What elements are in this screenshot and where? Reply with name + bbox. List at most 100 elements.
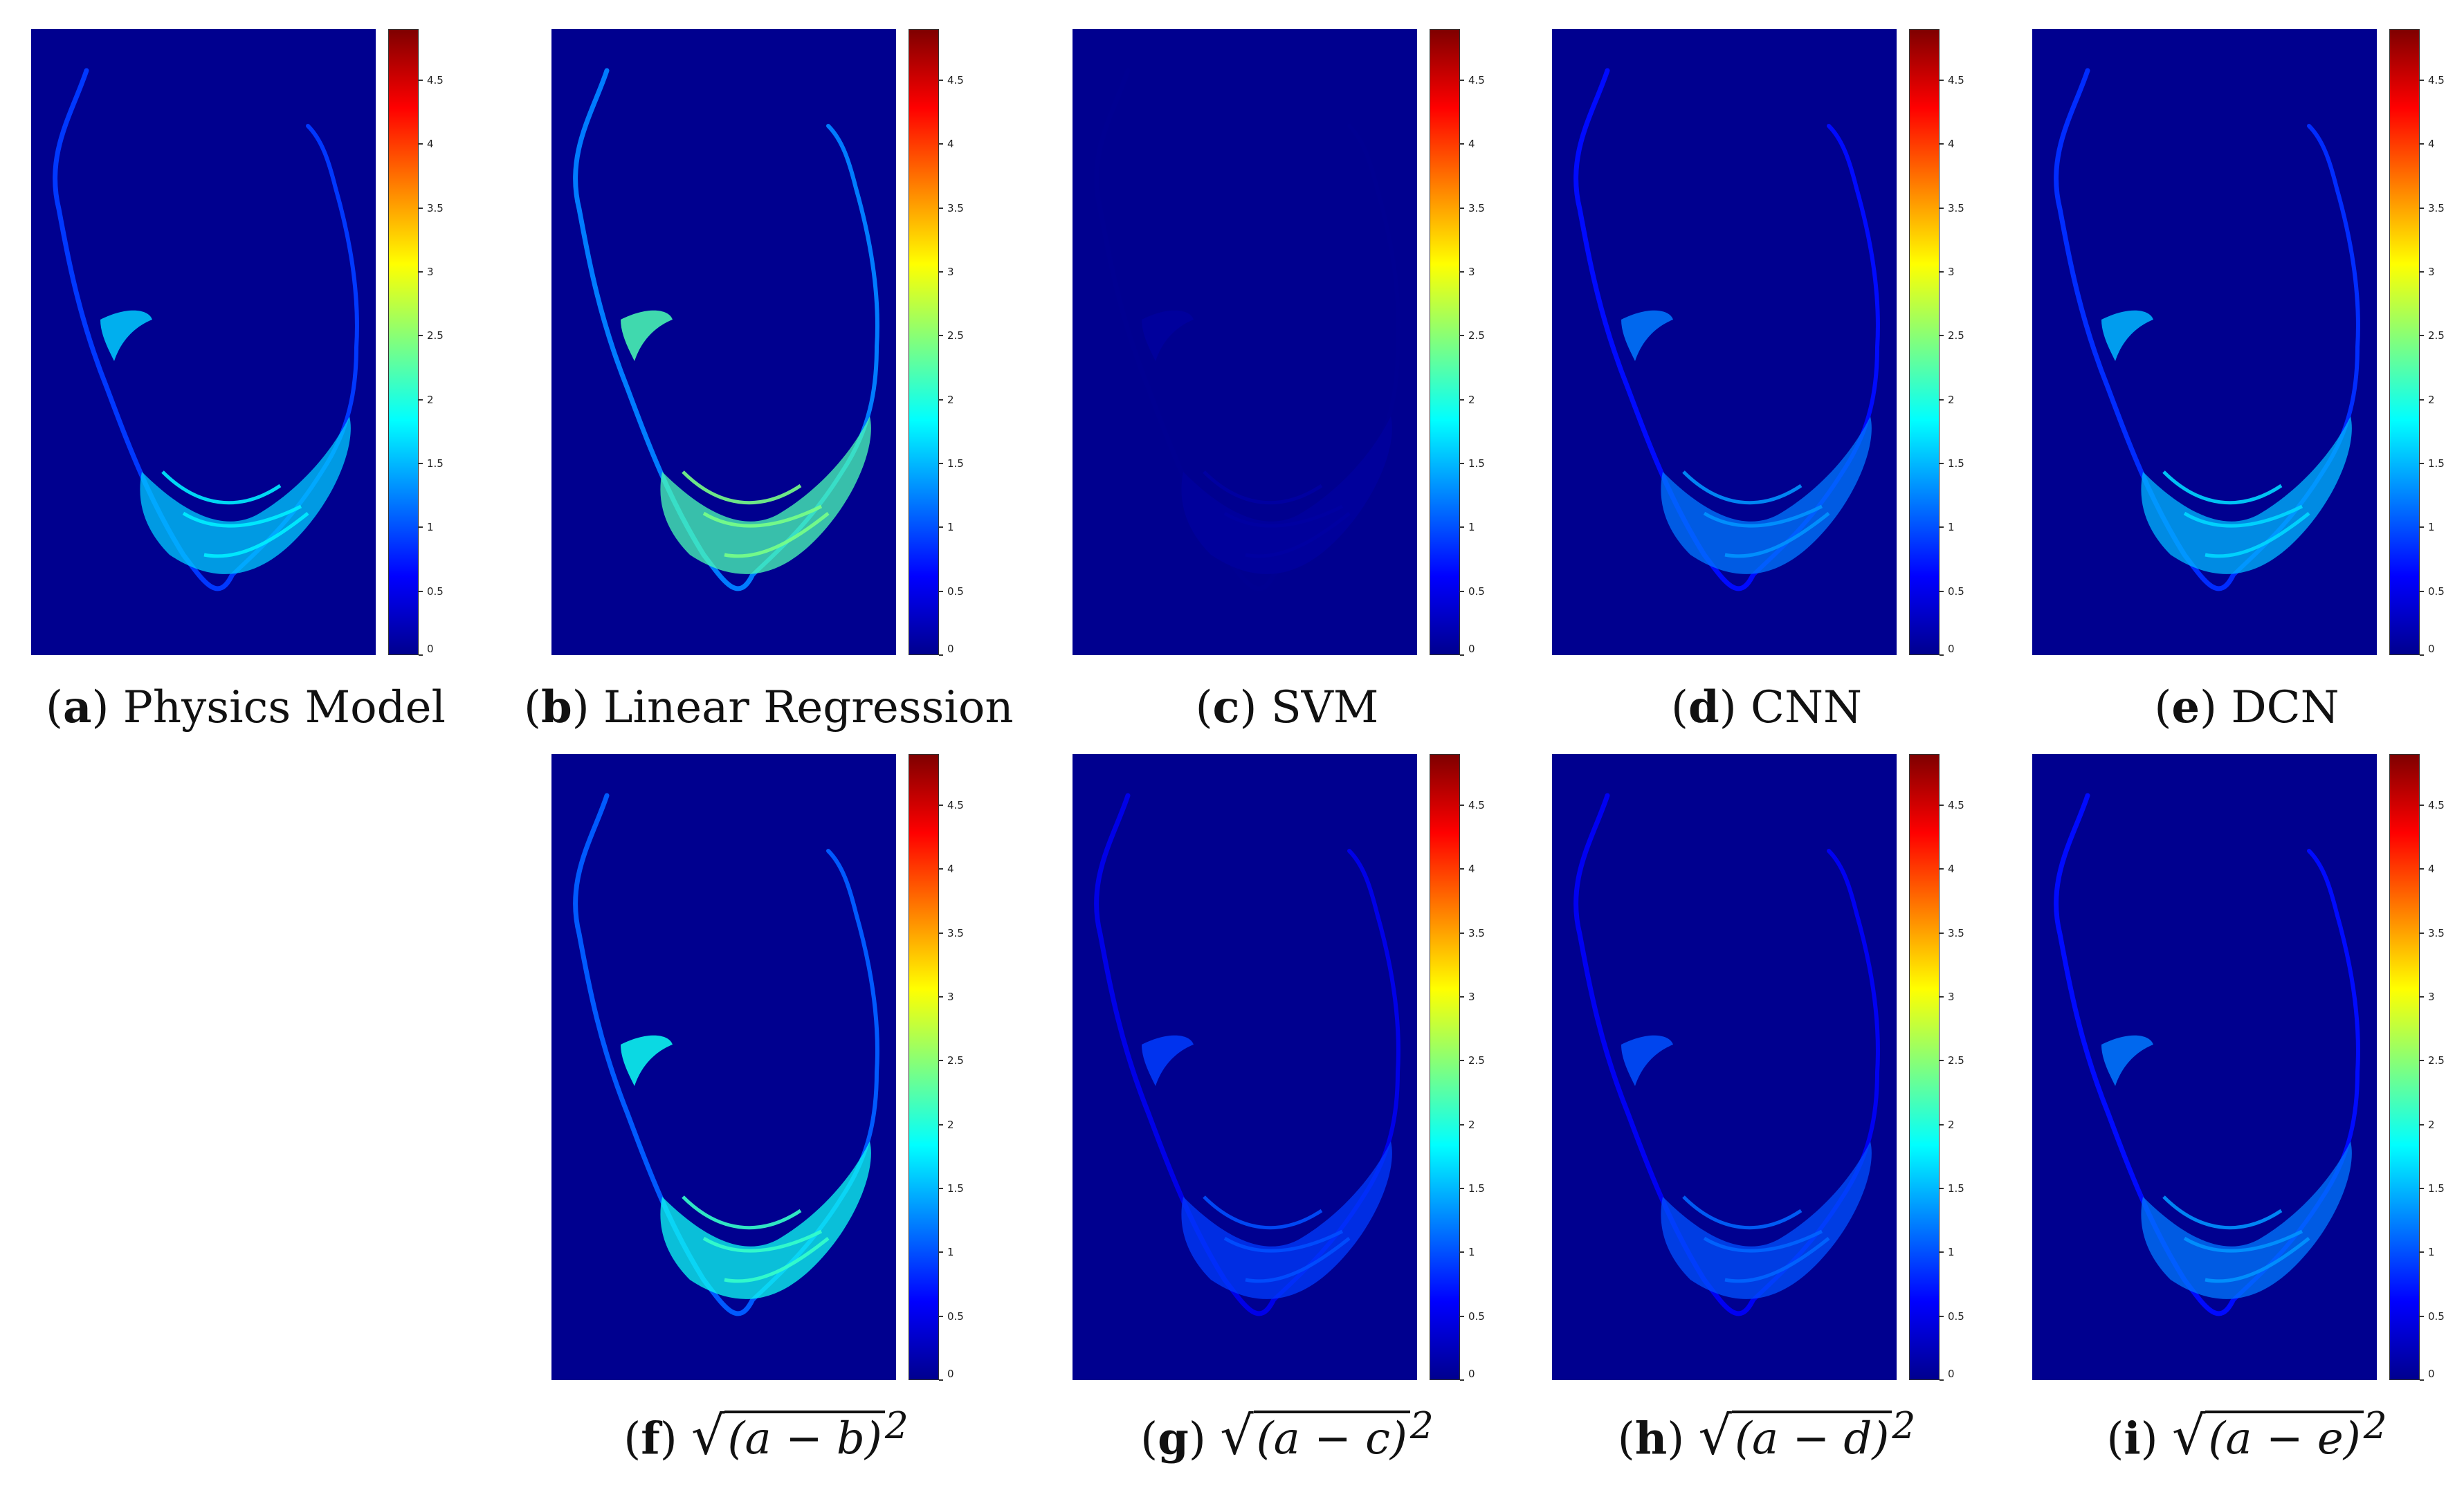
colorbar-tick-label: 3.5 — [1948, 926, 1964, 939]
colorbar-tick-mark — [939, 79, 943, 81]
colorbar-tick-label: 3.5 — [1948, 201, 1964, 214]
heatmap-spur-region — [1621, 310, 1673, 361]
colorbar-tick-mark — [939, 462, 943, 464]
colorbar-tick-label: 4 — [1948, 138, 1955, 151]
heatmap-g — [1073, 754, 1417, 1380]
colorbar-tick-mark — [2420, 868, 2424, 870]
colorbar-axis-i: 0 0.5 1 1.5 2 2.5 3 3.5 4 4.5 — [2420, 754, 2454, 1381]
colorbar-tick-label: 0.5 — [1948, 1310, 1964, 1323]
caption-letter: g — [1158, 1413, 1189, 1465]
caption-letter: d — [1688, 681, 1719, 733]
colorbar-tick-mark — [419, 654, 423, 656]
caption-radicand: (a − b) — [724, 1411, 885, 1465]
heatmap-svg-a — [53, 68, 359, 591]
colorbar-tick-label: 0 — [947, 1368, 954, 1380]
heatmap-delta-region — [140, 416, 351, 574]
colorbar-tick-mark — [939, 995, 943, 998]
caption-letter: b — [540, 681, 572, 733]
caption-letter: h — [1634, 1413, 1668, 1465]
colorbar-tick-mark — [2420, 398, 2424, 401]
colorbar-tick-label: 2 — [427, 393, 434, 406]
colorbar-tick-mark — [2420, 590, 2424, 592]
colorbar-tick-mark — [2420, 462, 2424, 464]
heatmap-svg-d — [1573, 68, 1880, 591]
colorbar-tick-label: 0 — [2428, 1368, 2435, 1380]
heatmap-spur-region — [621, 310, 673, 361]
colorbar-tick-label: 3 — [2428, 265, 2435, 278]
heatmap-b — [551, 29, 896, 655]
colorbar-tick-label: 3.5 — [947, 926, 964, 939]
colorbar-tick-label: 2.5 — [1468, 1054, 1485, 1067]
heatmap-delta-region — [1661, 416, 1872, 574]
colorbar-tick-mark — [1460, 79, 1464, 81]
colorbar-tick-label: 1.5 — [947, 457, 964, 470]
heatmap-svg-i — [2054, 793, 2360, 1316]
colorbar-tick-mark — [1460, 143, 1464, 145]
colorbar-tick-mark — [1940, 1251, 1944, 1253]
colorbar-tick-mark — [1460, 207, 1464, 209]
colorbar-tick-label: 1 — [427, 521, 434, 534]
colorbar-axis-e: 0 0.5 1 1.5 2 2.5 3 3.5 4 4.5 — [2420, 29, 2454, 656]
colorbar-tick-label: 0 — [1948, 1368, 1955, 1380]
colorbar-tick-mark — [1940, 270, 1944, 273]
heatmap-spur-region — [2101, 310, 2153, 361]
colorbar-tick-mark — [2420, 207, 2424, 209]
colorbar-tick-label: 3.5 — [1468, 926, 1485, 939]
colorbar-tick-label: 3.5 — [2428, 201, 2445, 214]
colorbar-tick-label: 1.5 — [1468, 1182, 1485, 1195]
heatmap-svg-f — [573, 793, 879, 1316]
colorbar-tick-mark — [1940, 868, 1944, 870]
colorbar-tick-mark — [1460, 1251, 1464, 1253]
colorbar-axis-d: 0 0.5 1 1.5 2 2.5 3 3.5 4 4.5 — [1940, 29, 1974, 656]
colorbar-tick-mark — [939, 270, 943, 273]
colorbar-tick-label: 0.5 — [427, 585, 444, 598]
caption-letter: a — [63, 681, 92, 733]
caption-letter: e — [2171, 681, 2200, 733]
colorbar-tick-label: 1 — [2428, 1246, 2435, 1259]
heatmap-svg-h — [1573, 793, 1880, 1316]
caption-b: (b) Linear Regression — [524, 681, 1014, 733]
colorbar-tick-mark — [1460, 1060, 1464, 1062]
colorbar-tick-label: 3 — [947, 990, 954, 1003]
caption-f: (f) √(a − b)2 — [623, 1404, 909, 1467]
colorbar-tick-mark — [1940, 462, 1944, 464]
colorbar-tick-label: 2.5 — [1468, 329, 1485, 342]
colorbar-tick-label: 0 — [1468, 643, 1475, 655]
heatmap-c — [1073, 29, 1417, 655]
colorbar-tick-label: 4.5 — [1468, 73, 1485, 86]
colorbar-tick-label: 1.5 — [2428, 1182, 2445, 1195]
colorbar-tick-label: 3 — [1948, 265, 1955, 278]
colorbar-tick-mark — [1940, 1060, 1944, 1062]
heatmap-channels — [1682, 470, 1830, 558]
caption-text: Linear Regression — [603, 682, 1014, 733]
colorbar-tick-label: 1.5 — [2428, 457, 2445, 470]
colorbar-tick-mark — [939, 1187, 943, 1189]
colorbar-tick-label: 3 — [947, 265, 954, 278]
caption-letter: c — [1212, 681, 1240, 733]
colorbar-tick-mark — [939, 932, 943, 934]
colorbar-tick-mark — [1460, 995, 1464, 998]
colorbar-tick-mark — [1460, 270, 1464, 273]
caption-c: (c) SVM — [1195, 681, 1379, 733]
sqrt-symbol: √ — [1698, 1404, 1732, 1467]
colorbar-tick-mark — [1460, 1123, 1464, 1126]
colorbar-tick-mark — [2420, 1379, 2424, 1381]
colorbar-g — [1430, 754, 1460, 1380]
colorbar-tick-mark — [939, 1123, 943, 1126]
colorbar-tick-mark — [939, 1315, 943, 1317]
colorbar-tick-label: 2.5 — [2428, 329, 2445, 342]
colorbar-tick-label: 2 — [1468, 1118, 1475, 1131]
caption-radicand: (a − d) — [1731, 1411, 1892, 1465]
colorbar-tick-label: 1 — [947, 521, 954, 534]
colorbar-tick-mark — [1460, 590, 1464, 592]
colorbar-tick-mark — [1460, 1315, 1464, 1317]
colorbar-tick-mark — [939, 335, 943, 337]
colorbar-tick-mark — [2420, 654, 2424, 656]
colorbar-tick-label: 0 — [1468, 1368, 1475, 1380]
colorbar-tick-label: 0.5 — [947, 1310, 964, 1323]
colorbar-tick-label: 3.5 — [427, 201, 444, 214]
colorbar-tick-mark — [1940, 804, 1944, 806]
caption-text: DCN — [2231, 682, 2339, 733]
colorbar-tick-mark — [2420, 526, 2424, 529]
colorbar-tick-mark — [2420, 1315, 2424, 1317]
